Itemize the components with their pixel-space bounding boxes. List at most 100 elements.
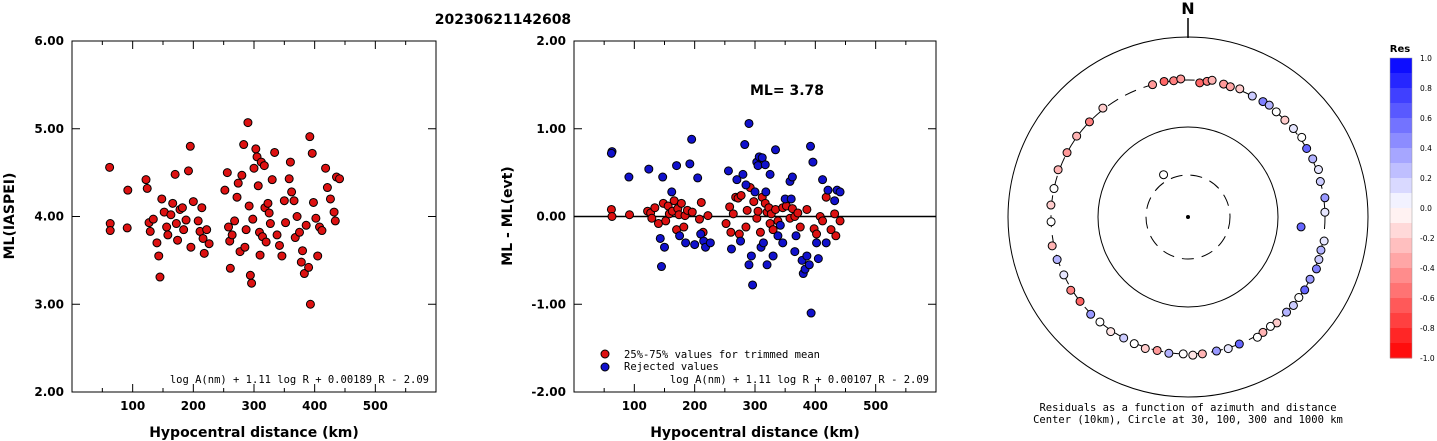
polar-point: [1046, 217, 1056, 227]
polar-point: [1152, 345, 1162, 355]
data-point-blue: [758, 238, 768, 248]
polar-point: [1106, 327, 1116, 337]
legend-marker-blue: [600, 362, 610, 372]
data-point-blue: [761, 187, 771, 197]
ring-30km: [1145, 174, 1231, 260]
polar-point: [1282, 307, 1292, 317]
residual-distance-plot: -2.00 -1.00 0.00 1.00 2.00 100 200 300 400 500 M…: [500, 34, 937, 441]
data-point-red: [259, 161, 269, 171]
data-point-red: [647, 213, 657, 223]
data-point-blue: [760, 160, 770, 170]
data-point-red: [311, 213, 321, 223]
colorbar-cell: [1390, 178, 1412, 194]
data-point-blue: [606, 148, 616, 158]
polar-point: [1311, 264, 1321, 274]
polar-point: [1211, 346, 1221, 356]
colorbar-cell: [1390, 343, 1412, 359]
data-point-red: [317, 226, 327, 236]
data-point-red: [171, 219, 181, 229]
colorbar-tick-label: -1.0: [1420, 354, 1435, 363]
data-point-red: [248, 214, 258, 224]
data-point-blue: [812, 238, 822, 248]
data-point-red: [742, 205, 752, 215]
data-point-red: [166, 210, 176, 220]
data-point-blue: [791, 231, 801, 241]
data-point-blue: [818, 175, 828, 185]
data-point-blue: [656, 262, 666, 272]
data-point-red: [152, 238, 162, 248]
x-axis-ticks-1: 100 200 300 400 500: [71, 41, 437, 413]
data-point-red: [307, 148, 317, 158]
polar-point: [1084, 117, 1094, 127]
data-point-red: [244, 201, 254, 211]
data-point-red: [335, 174, 345, 184]
data-point-red: [285, 157, 295, 167]
polar-point: [1075, 296, 1085, 306]
data-point-red: [812, 229, 822, 239]
polar-point: [1098, 103, 1108, 113]
data-point-blue: [775, 220, 785, 230]
data-point-red: [272, 230, 282, 240]
data-point-red: [261, 237, 271, 247]
colorbar-cell: [1390, 253, 1412, 269]
data-point-blue: [690, 240, 700, 250]
colorbar-tick-label: -0.8: [1420, 324, 1435, 333]
data-point-red: [277, 251, 287, 261]
data-point-blue: [762, 260, 772, 270]
data-point-red: [301, 220, 311, 230]
colorbar-cell: [1390, 328, 1412, 344]
data-point-red: [122, 223, 132, 233]
data-point-red: [267, 175, 277, 185]
y-tick-label: 6.00: [34, 34, 64, 48]
polar-point: [1305, 274, 1315, 284]
data-point-red: [741, 222, 751, 232]
data-point-red: [304, 262, 314, 272]
data-point-red: [163, 230, 173, 240]
y-tick-label: -1.00: [531, 297, 566, 311]
polar-point: [1320, 193, 1330, 203]
points-1: [105, 118, 345, 309]
ml-annotation: ML= 3.78: [750, 83, 824, 99]
data-point-blue: [806, 308, 816, 318]
data-point-red: [728, 209, 738, 219]
polar-point: [1176, 74, 1186, 84]
colorbar-tick-label: -0.4: [1420, 264, 1435, 273]
y-axis-ticks-2: -2.00 -1.00 0.00 1.00 2.00: [531, 34, 936, 399]
data-point-red: [296, 257, 306, 267]
data-point-red: [298, 246, 308, 256]
data-point-red: [753, 206, 763, 216]
data-point-red: [313, 251, 323, 261]
x-tick-label: 300: [742, 399, 767, 413]
polar-point: [1247, 91, 1257, 101]
data-point-red: [197, 203, 207, 213]
data-point-red: [287, 187, 297, 197]
data-point-red: [826, 225, 836, 235]
polar-point: [1119, 333, 1129, 343]
data-point-blue: [685, 159, 695, 169]
data-point-blue: [808, 157, 818, 167]
data-point-red: [237, 170, 247, 180]
data-point-red: [154, 251, 164, 261]
data-point-blue: [675, 231, 685, 241]
data-point-red: [123, 185, 133, 195]
polar-point: [1302, 144, 1312, 153]
colorbar-cell: [1390, 118, 1412, 134]
colorbar-cell: [1390, 163, 1412, 179]
polar-point: [1066, 285, 1076, 295]
polar-point: [1294, 293, 1304, 303]
colorbar-tick-label: 0.2: [1420, 174, 1432, 183]
data-point-blue: [740, 140, 750, 150]
data-point-red: [325, 194, 335, 204]
data-point-red: [253, 181, 263, 191]
data-point-blue: [672, 161, 682, 171]
x-tick-label: 300: [241, 399, 266, 413]
data-point-red: [725, 202, 735, 212]
polar-points: [1046, 74, 1330, 360]
polar-point: [1047, 241, 1057, 251]
colorbar-cell: [1390, 103, 1412, 119]
data-point-red: [329, 207, 339, 217]
data-point-red: [173, 235, 183, 245]
data-point-red: [142, 183, 152, 193]
colorbar-cell: [1390, 223, 1412, 239]
colorbar-cell: [1390, 238, 1412, 254]
